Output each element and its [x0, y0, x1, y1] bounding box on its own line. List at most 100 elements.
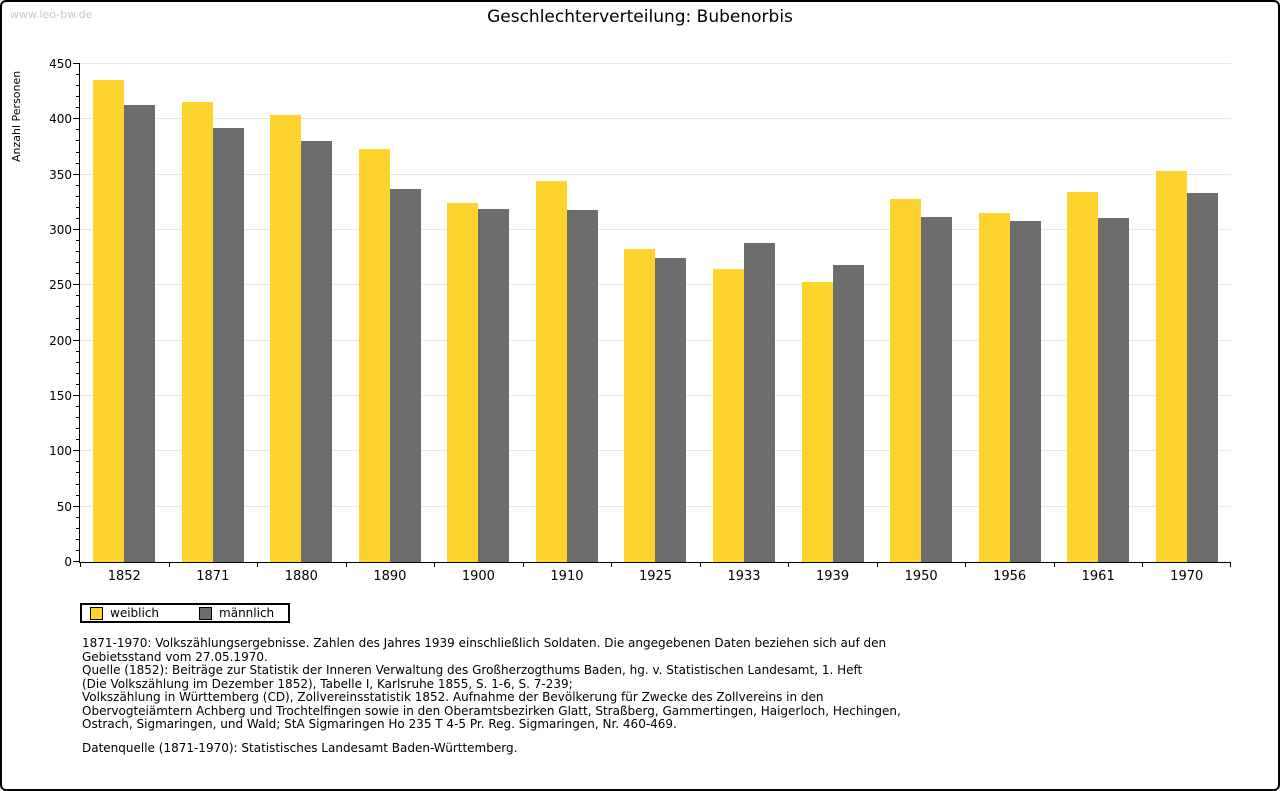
- x-tick-0: [80, 562, 81, 567]
- footnote-line-7: Ostrach, Sigmaringen, und Wald; StA Sigm…: [82, 717, 677, 731]
- gridline-400: [80, 118, 1231, 120]
- plot-area: 0 50 100 150 200 250 300 350 400 450 1852 1871 1880 1…: [49, 57, 1231, 584]
- x-label-1852: 1852: [107, 569, 141, 584]
- y-tick-minor-170: [76, 372, 80, 374]
- y-tick-minor-210: [76, 328, 80, 330]
- y-tick-minor-420: [76, 96, 80, 98]
- x-tick-4: [434, 562, 435, 567]
- footnote-line-5: Volkszählung in Württemberg (CD), Zollve…: [82, 690, 824, 704]
- footnote-text: 1871-1970: Volkszählungsergebnisse. Zahl…: [82, 636, 1212, 732]
- bar-maennlich-1925: [655, 257, 687, 562]
- x-label-1925: 1925: [638, 569, 673, 584]
- y-tick-minor-280: [76, 251, 80, 253]
- y-tick-label-0: 0: [64, 555, 72, 569]
- chart-title: Geschlechterverteilung: Bubenorbis: [487, 7, 793, 27]
- y-tick-major-450: [73, 63, 80, 64]
- y-tick-minor-320: [76, 206, 80, 208]
- x-tick-2: [257, 562, 258, 567]
- bar-maennlich-1933: [744, 243, 776, 562]
- bar-group-1890: [346, 149, 435, 562]
- y-tick-minor-340: [76, 184, 80, 186]
- y-tick-minor-120: [76, 428, 80, 430]
- bar-group-1880: [257, 114, 346, 562]
- y-tick-minor-190: [76, 350, 80, 352]
- y-tick-minor-70: [76, 483, 80, 485]
- y-tick-minor-270: [76, 262, 80, 264]
- x-tick-11: [1054, 562, 1055, 567]
- y-tick-minor-220: [76, 317, 80, 319]
- bar-maennlich-1950: [921, 216, 953, 562]
- footnote-line-3: Quelle (1852): Beiträge zur Statistik de…: [82, 663, 863, 677]
- y-tick-label-200: 200: [49, 333, 72, 348]
- bar-group-1852: [80, 79, 169, 562]
- bar-weiblich-1939: [801, 282, 833, 562]
- y-tick-minor-60: [76, 494, 80, 496]
- bar-maennlich-1871: [212, 128, 244, 562]
- bar-maennlich-1970: [1186, 193, 1218, 562]
- y-tick-minor-110: [76, 439, 80, 441]
- datasource-text: Datenquelle (1871-1970): Statistisches L…: [82, 741, 518, 755]
- x-label-1880: 1880: [284, 569, 318, 584]
- x-label-1961: 1961: [1081, 569, 1115, 584]
- y-tick-minor-310: [76, 217, 80, 219]
- y-tick-minor-410: [76, 107, 80, 109]
- x-tick-5: [523, 562, 524, 567]
- y-tick-label-150: 150: [49, 389, 72, 403]
- bar-group-1961: [1054, 192, 1143, 562]
- gridline-450: [80, 63, 1231, 64]
- y-tick-label-350: 350: [49, 167, 72, 182]
- bar-group-1956: [965, 213, 1054, 562]
- y-tick-minor-230: [76, 306, 80, 308]
- bar-weiblich-1925: [624, 248, 656, 562]
- y-tick-minor-90: [76, 461, 80, 463]
- y-tick-minor-430: [76, 85, 80, 87]
- x-tick-6: [611, 562, 612, 567]
- bar-group-1939: [788, 265, 877, 562]
- y-tick-minor-290: [76, 240, 80, 242]
- y-tick-major-350: [73, 173, 80, 175]
- y-tick-label-100: 100: [49, 444, 72, 459]
- bar-weiblich-1961: [1067, 192, 1099, 562]
- y-axis-title: Anzahl Personen: [10, 70, 23, 162]
- bar-weiblich-1890: [358, 149, 390, 562]
- footnote-line-1: 1871-1970: Volkszählungsergebnisse. Zahl…: [82, 636, 887, 650]
- y-tick-minor-40: [76, 516, 80, 518]
- y-tick-minor-20: [76, 538, 80, 540]
- bar-group-1910: [523, 181, 612, 562]
- bar-weiblich-1956: [978, 213, 1010, 562]
- y-tick-label-450: 450: [49, 57, 72, 71]
- y-tick-minor-240: [76, 295, 80, 297]
- y-tick-minor-370: [76, 151, 80, 153]
- x-tick-3: [346, 562, 347, 567]
- y-tick-label-400: 400: [49, 112, 72, 127]
- bar-maennlich-1852: [124, 104, 156, 562]
- watermark-leo-bw: www.leo-bw.de: [10, 8, 93, 21]
- legend-item-maennlich: männlich: [199, 606, 274, 620]
- y-tick-minor-180: [76, 361, 80, 363]
- y-tick-minor-10: [76, 549, 80, 551]
- bar-maennlich-1890: [389, 189, 421, 562]
- bar-weiblich-1933: [713, 268, 745, 562]
- bar-group-1970: [1142, 171, 1231, 562]
- bar-group-1871: [169, 101, 258, 562]
- y-tick-major-400: [73, 118, 80, 120]
- bar-maennlich-1961: [1098, 217, 1130, 562]
- footnote-line-6: Obervogteiämtern Achberg und Trochtelfin…: [82, 703, 901, 718]
- x-label-1933: 1933: [727, 569, 761, 584]
- y-tick-major-100: [73, 450, 80, 452]
- y-tick-label-300: 300: [49, 223, 72, 237]
- bar-weiblich-1970: [1155, 171, 1187, 562]
- bar-weiblich-1880: [270, 114, 302, 562]
- legend-swatch-weiblich: [90, 606, 103, 620]
- footnote-line-4: (Die Volkszählung im Dezember 1852), Tab…: [82, 676, 573, 691]
- gridline-350: [80, 173, 1231, 175]
- legend-item-weiblich: weiblich: [90, 606, 159, 620]
- y-tick-minor-260: [76, 273, 80, 275]
- x-label-1910: 1910: [550, 569, 584, 584]
- x-label-1890: 1890: [373, 569, 407, 584]
- y-tick-minor-160: [76, 383, 80, 385]
- y-tick-major-50: [73, 505, 80, 507]
- y-tick-label-50: 50: [56, 499, 72, 514]
- x-tick-1: [169, 562, 170, 567]
